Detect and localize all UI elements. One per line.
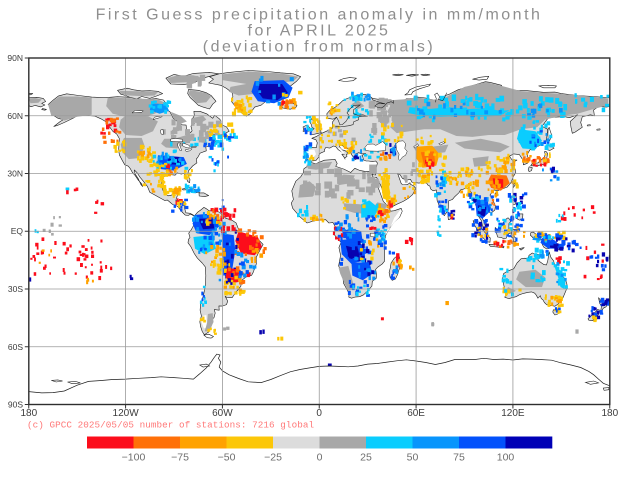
svg-text:75: 75 — [453, 452, 465, 464]
svg-text:60S: 60S — [8, 342, 23, 352]
svg-text:90N: 90N — [7, 53, 23, 63]
svg-text:60W: 60W — [212, 408, 233, 419]
svg-text:First Guess precipitation anom: First Guess precipitation anomaly in mm/… — [96, 7, 543, 24]
svg-text:60E: 60E — [407, 408, 425, 419]
svg-text:0: 0 — [317, 452, 323, 464]
svg-text:30S: 30S — [8, 284, 23, 294]
svg-text:180: 180 — [601, 408, 618, 419]
svg-text:90S: 90S — [8, 400, 23, 410]
svg-text:50: 50 — [407, 452, 419, 464]
svg-text:120E: 120E — [501, 408, 525, 419]
svg-text:100: 100 — [497, 452, 515, 464]
svg-text:for APRIL 2025: for APRIL 2025 — [248, 23, 391, 40]
svg-text:30N: 30N — [7, 169, 23, 179]
svg-text:120W: 120W — [113, 408, 140, 419]
svg-text:25: 25 — [360, 452, 372, 464]
svg-text:(c) GPCC 2025/05/05 number of: (c) GPCC 2025/05/05 number of stations: … — [27, 420, 314, 431]
svg-text:(deviation from normals): (deviation from normals) — [203, 39, 436, 56]
svg-text:180: 180 — [20, 408, 37, 419]
svg-text:60N: 60N — [7, 111, 23, 121]
svg-text:−25: −25 — [264, 452, 282, 464]
svg-text:−100: −100 — [122, 452, 146, 464]
svg-text:0: 0 — [316, 408, 322, 419]
svg-text:−50: −50 — [218, 452, 236, 464]
svg-text:−75: −75 — [171, 452, 189, 464]
svg-text:EQ: EQ — [11, 226, 24, 236]
